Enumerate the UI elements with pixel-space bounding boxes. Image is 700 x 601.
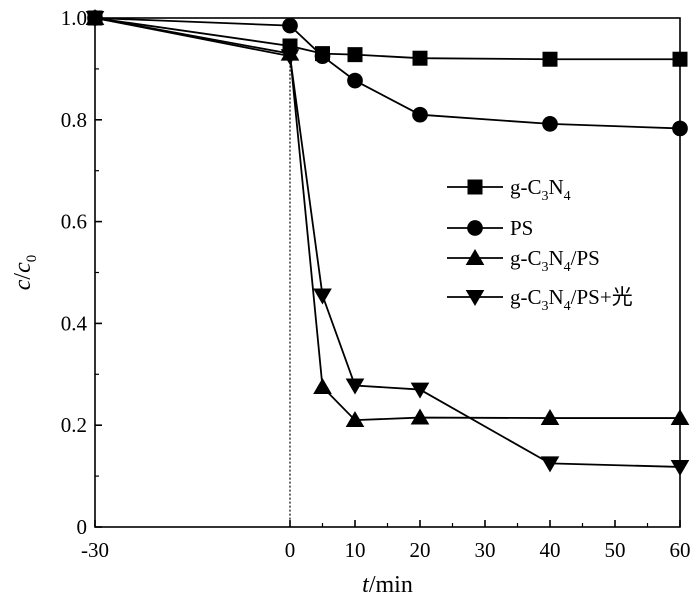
data-point [542,116,558,132]
data-point [540,409,560,426]
data-point [85,11,105,28]
y-tick-label: 0.4 [61,311,88,335]
legend-label: g-C3N4 [510,175,571,204]
data-point [314,48,331,65]
data-point [542,51,558,67]
y-axis-title: c/c0 [10,255,40,290]
plot-frame [94,17,681,528]
data-point [670,409,690,426]
series-triangle-up [85,8,690,428]
legend-item: g-C3N4 [447,175,571,204]
series-line [94,17,681,468]
y-tick-label: 0.6 [61,210,87,234]
series-line [94,17,680,61]
legend-label: g-C3N4/PS [510,246,600,275]
legend-label: PS [510,216,533,240]
data-point [347,72,363,89]
y-tick-label: 0.2 [61,413,87,437]
series-triangle-down [85,11,690,476]
data-point [280,49,300,66]
x-tick-label: 30 [475,538,496,562]
x-tick-label: 10 [345,538,366,562]
x-axis-title: t/min [362,572,413,598]
legend-marker [465,248,485,265]
y-tick-label: 1.0 [61,6,87,30]
x-tick-label: -30 [81,538,109,562]
data-point [347,47,363,63]
y-tick-label: 0.8 [61,108,87,132]
series-square [87,10,688,67]
data-point [670,459,690,476]
data-point [672,51,688,67]
data-point [672,120,688,137]
data-point [282,17,298,34]
data-point [313,288,332,305]
x-tick-label: 20 [410,538,431,562]
data-point [410,408,430,425]
axes: 00.20.40.60.81.0-30 0 10 20 30 40 50 60 [61,6,691,562]
x-tick-label: 50 [605,538,626,562]
x-tick-label: 40 [540,538,561,562]
legend-item: PS [447,216,533,240]
x-tick-label: 60 [670,538,691,562]
legend-marker [465,290,485,307]
x-tick-label: 0 [285,538,296,562]
data-point [313,377,332,394]
legend-marker [467,179,483,195]
legend-item: g-C3N4/PS+光 [447,285,633,314]
y-tick-label: 0 [77,515,88,539]
data-point [412,50,428,66]
series-group [85,8,690,476]
legend-label: g-C3N4/PS+光 [510,285,633,314]
data-point [540,456,560,473]
legend: g-C3N4 PS g-C3N4/PS g-C3N4/PS+光 [447,175,633,314]
data-point [412,106,428,123]
series-line [94,17,680,422]
data-point [410,382,430,399]
legend-marker [467,220,483,236]
data-point [345,378,365,395]
data-point [345,411,365,428]
legend-item: g-C3N4/PS [447,246,600,275]
